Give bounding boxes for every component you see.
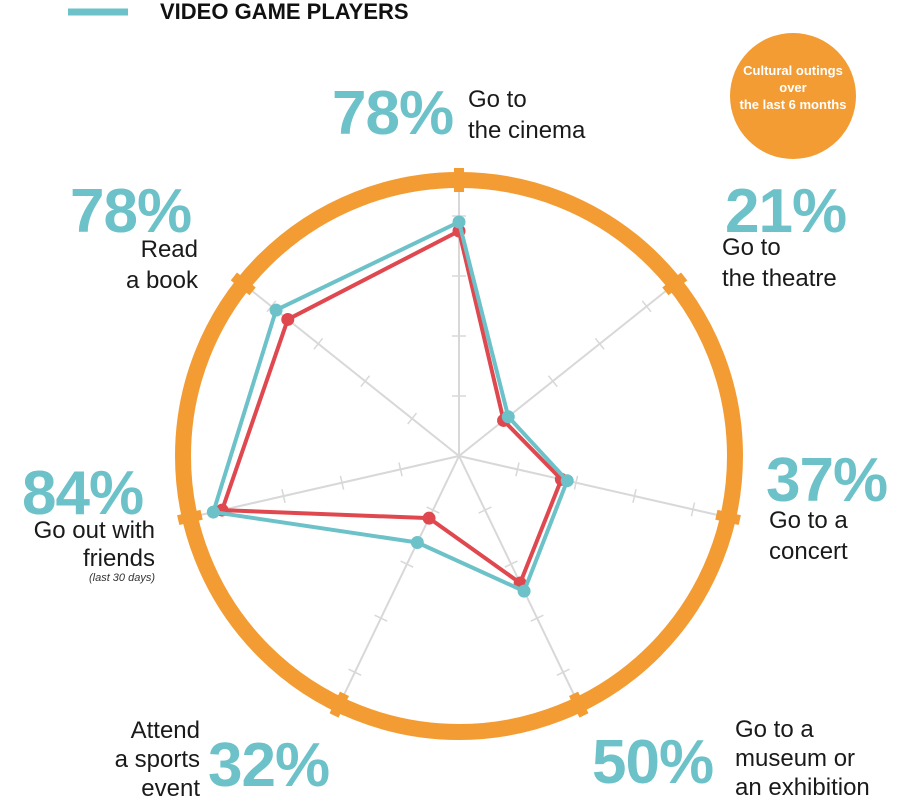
spoke-tick — [339, 475, 345, 490]
label-book-line-2: a book — [126, 267, 199, 294]
spoke-tick — [281, 489, 286, 504]
spoke-tick — [398, 462, 403, 477]
ring-tick-friends — [177, 509, 203, 525]
grid-layer — [197, 188, 721, 698]
spoke-tick — [360, 375, 371, 388]
badge-line-2: over — [779, 80, 806, 95]
percent-sports: 32% — [208, 731, 329, 800]
spoke-tick — [374, 614, 388, 622]
label-museum-line-1: Go to a — [735, 716, 814, 743]
label-cinema-line-2: the cinema — [468, 117, 586, 144]
badge-circle — [730, 33, 856, 159]
label-book-line-1: Read — [141, 236, 198, 263]
spoke-tick — [407, 412, 418, 425]
spoke-tick — [556, 668, 570, 676]
legend-label: VIDEO GAME PLAYERS — [160, 0, 409, 24]
percent-concert: 37% — [766, 446, 887, 515]
spoke-tick — [641, 300, 652, 313]
percent-cinema: 78% — [332, 79, 453, 148]
spoke-tick — [348, 668, 362, 676]
percent-theatre: 21% — [725, 177, 846, 246]
label-cinema-line-1: Go to — [468, 86, 527, 113]
series-video-game-players-point-concert — [560, 474, 574, 488]
badge-line-3: the last 6 months — [740, 97, 847, 112]
spoke-tick — [426, 506, 440, 514]
spoke-tick — [632, 489, 637, 504]
label-theatre-line-2: the theatre — [722, 265, 837, 292]
ring-tick-sports — [329, 691, 349, 718]
label-concert-line-1: Go to a — [769, 507, 848, 534]
badge-line-1: Cultural outings — [743, 63, 843, 78]
percent-friends: 84% — [22, 459, 143, 528]
spoke-tick — [594, 337, 605, 350]
label-friends-line-1: Go out with — [34, 517, 155, 544]
label-friends-line-2: friends — [83, 545, 155, 572]
series-video-game-players-point-book — [269, 303, 283, 317]
spoke-friends — [197, 455, 460, 517]
spoke-tick — [313, 337, 324, 350]
series-red-line — [220, 229, 564, 586]
spoke-sports — [341, 455, 460, 698]
spoke-tick — [515, 462, 520, 477]
spoke-theatre — [458, 288, 670, 457]
label-concert-line-2: concert — [769, 538, 848, 565]
series-video-game-players-point-sports — [410, 535, 424, 549]
spoke-tick — [478, 506, 492, 514]
label-theatre-line-1: Go to — [722, 234, 781, 261]
label-sports-line-1: Attend — [131, 717, 200, 744]
ring-tick-theatre — [662, 272, 688, 296]
label-museum-line-2: museum or — [735, 745, 855, 772]
spoke-tick — [690, 502, 696, 517]
spoke-tick — [530, 614, 544, 622]
ring-tick-museum — [569, 691, 589, 718]
series-video-game-players-point-theatre — [501, 410, 515, 424]
ring-tick-concert — [715, 509, 741, 525]
percent-museum: 50% — [592, 728, 713, 797]
series-video-game-players-point-cinema — [452, 215, 466, 229]
ring-ticks — [177, 168, 741, 718]
label-sports-line-3: event — [141, 775, 200, 801]
spoke-concert — [458, 455, 721, 517]
series-layer — [206, 215, 574, 598]
series-video-game-players-line — [211, 220, 570, 594]
spoke-tick — [400, 560, 414, 568]
series-red-point-sports — [422, 511, 436, 525]
spoke-tick — [547, 375, 558, 388]
label-museum-line-3: an exhibition — [735, 774, 870, 801]
spoke-museum — [458, 455, 577, 698]
label-sports-line-2: a sports — [115, 746, 200, 773]
series-video-game-players-point-museum — [517, 584, 531, 598]
label-friends-note: (last 30 days) — [89, 572, 155, 584]
ring-tick-book — [230, 272, 256, 296]
series-red-point-book — [281, 312, 295, 326]
spoke-tick — [504, 560, 518, 568]
percent-book: 78% — [70, 177, 191, 246]
spoke-tick — [573, 475, 579, 490]
series-video-game-players-point-friends — [206, 505, 220, 519]
